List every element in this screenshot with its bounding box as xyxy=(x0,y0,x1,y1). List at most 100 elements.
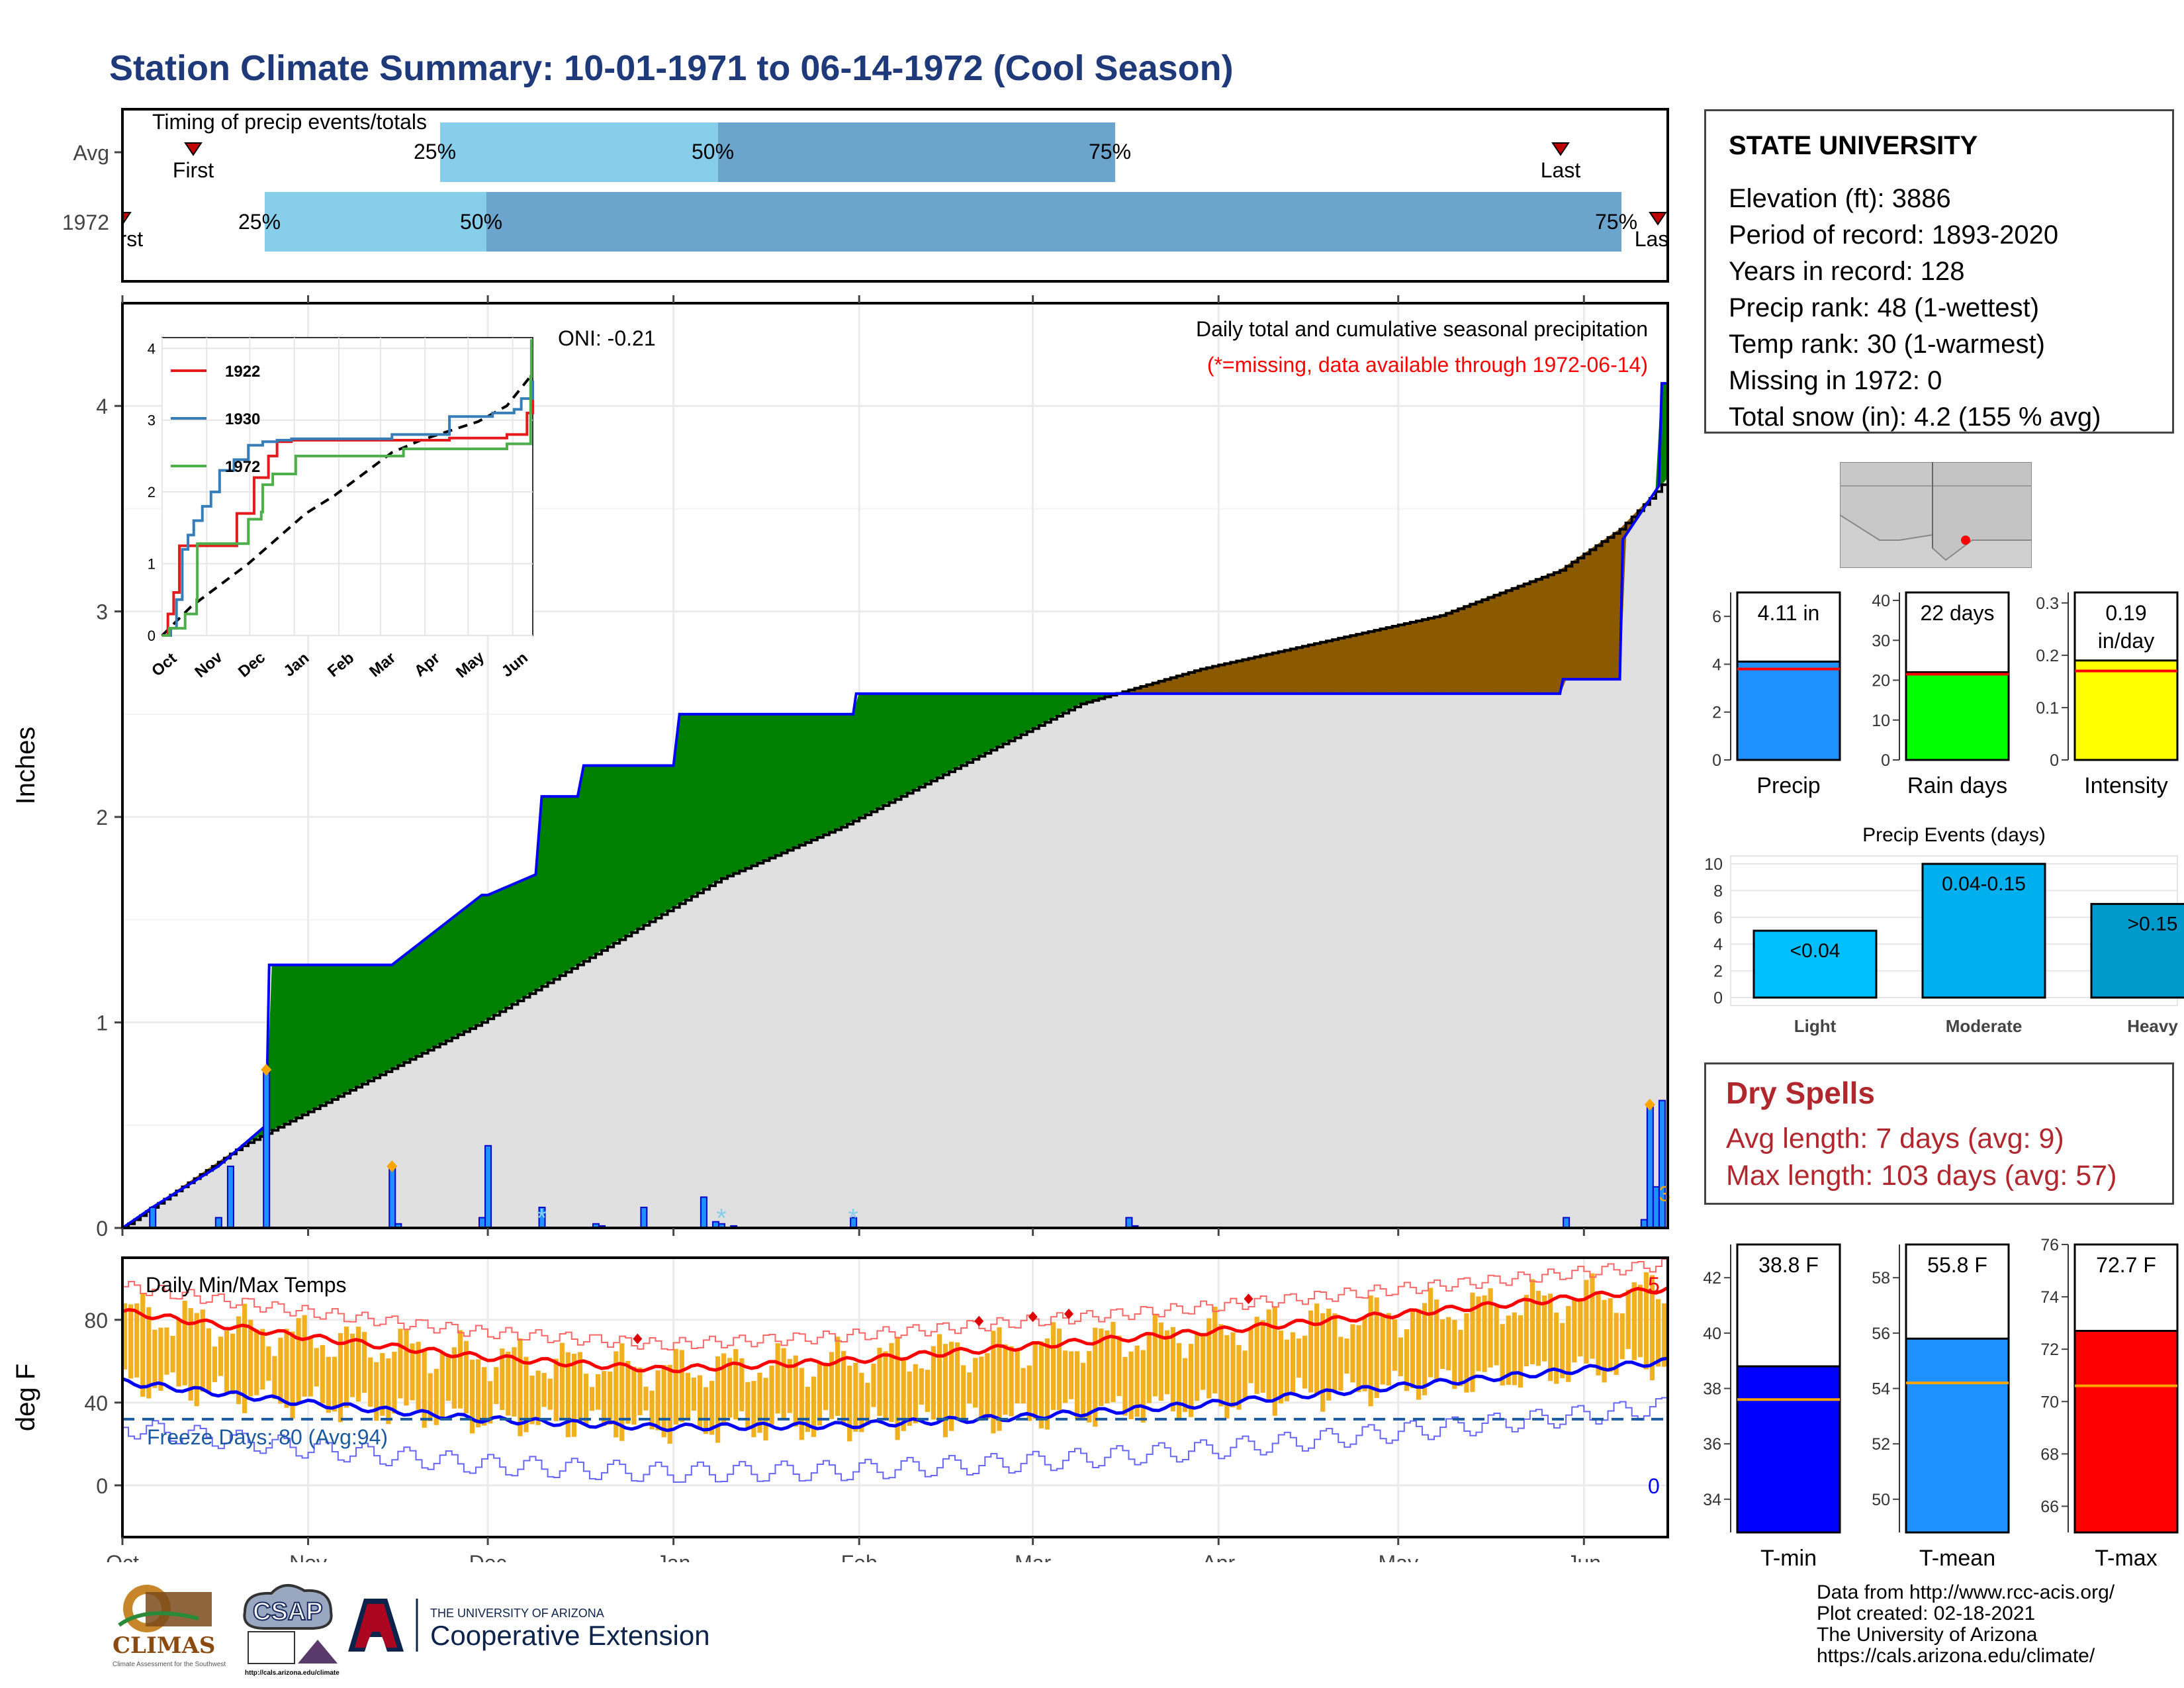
precip-anomaly-area xyxy=(996,693,1003,748)
temp-daily-bar xyxy=(1158,1322,1163,1401)
precip-anomaly-area xyxy=(499,886,506,1013)
precip-anomaly-area xyxy=(595,765,602,955)
small-y-tick-label: 56 xyxy=(1872,1325,1890,1343)
precip-anomaly-area xyxy=(925,693,932,785)
temp-daily-bar xyxy=(1608,1298,1613,1372)
precip-anomaly-area xyxy=(343,964,351,1094)
precip-anomaly-area xyxy=(379,964,387,1076)
temp-daily-bar xyxy=(1625,1289,1631,1349)
precip-anomaly-area xyxy=(774,714,782,857)
precip-title: Daily total and cumulative seasonal prec… xyxy=(1196,317,1648,341)
small-bar-category: Precip xyxy=(1756,773,1820,798)
precip-below-normal-area xyxy=(1428,616,1435,694)
temps-frame xyxy=(121,1256,1669,1538)
temp-daily-bar xyxy=(685,1372,690,1419)
inset-legend-label: 1922 xyxy=(225,363,260,381)
precip-below-normal-area xyxy=(1355,632,1363,694)
info-line: Temp rank: 30 (1-warmest) xyxy=(1729,330,2045,359)
precip-daily-bar xyxy=(484,1145,492,1229)
month-label: Apr xyxy=(1202,1551,1235,1562)
small-y-tick-label: 0.1 xyxy=(2036,699,2059,718)
temp-daily-bar xyxy=(1344,1338,1349,1374)
precip-y-axis-label: Inches xyxy=(11,727,40,805)
precip-daily-bar xyxy=(1563,1217,1570,1229)
precip-anomaly-area xyxy=(433,927,441,1048)
small-y-tick-label: 38 xyxy=(1703,1380,1721,1399)
temp-daily-bar xyxy=(1350,1324,1355,1383)
precip-anomaly-area xyxy=(385,964,392,1072)
precip-anomaly-area xyxy=(661,765,668,915)
precip-anomaly-area xyxy=(391,959,398,1070)
precip-anomaly-area xyxy=(361,964,369,1085)
credit-line: The University of Arizona xyxy=(1817,1624,2038,1646)
precip-frame xyxy=(121,302,1669,1229)
precip-below-normal-area xyxy=(1224,661,1231,694)
precip-anomaly-area xyxy=(919,693,926,788)
small-y-tick-label: 4 xyxy=(1712,655,1721,674)
precip-anomaly-area xyxy=(625,765,632,937)
dry-spells-box: Dry Spells Avg length: 7 days (avg: 9) M… xyxy=(1704,1062,2174,1205)
temp-daily-bar xyxy=(343,1327,349,1408)
temp-daily-bar xyxy=(1201,1334,1206,1390)
temp-daily-bar xyxy=(1122,1356,1128,1416)
inset-legend-label: 1972 xyxy=(225,458,260,476)
temp-daily-bar xyxy=(733,1348,739,1420)
temp-daily-bar xyxy=(1032,1344,1038,1419)
timing-first-marker xyxy=(184,142,203,156)
precip-anomaly-area xyxy=(547,796,555,984)
precip-daily-bar xyxy=(478,1217,486,1229)
temp-daily-bar xyxy=(727,1358,733,1418)
temp-daily-bar xyxy=(296,1318,301,1403)
temp-daily-bar xyxy=(1062,1350,1068,1403)
temp-daily-bar xyxy=(1087,1350,1092,1423)
precip-anomaly-area xyxy=(895,693,902,800)
precip-below-normal-area xyxy=(1553,569,1561,694)
temp-daily-bar xyxy=(1290,1332,1296,1395)
precip-y-tick-label: 0 xyxy=(96,1217,108,1241)
temp-daily-bar xyxy=(715,1356,721,1443)
temp-daily-bar xyxy=(1428,1288,1433,1378)
precip-below-normal-area xyxy=(1559,565,1567,694)
precip-below-normal-area xyxy=(1260,653,1267,694)
normal-max-line xyxy=(122,1286,1669,1374)
precip-anomaly-area xyxy=(745,714,752,869)
info-line: Missing in 1972: 0 xyxy=(1729,366,1942,395)
temp-daily-bar xyxy=(602,1371,607,1426)
precip-anomaly-area xyxy=(415,941,423,1057)
small-bar-value: 55.8 F xyxy=(1927,1253,1987,1277)
arizona-logo: THE UNIVERSITY OF ARIZONA Cooperative Ex… xyxy=(348,1599,710,1652)
temp-daily-bar xyxy=(1003,1344,1008,1415)
precip-observed-line xyxy=(121,382,1668,1229)
temp-daily-bar xyxy=(445,1355,451,1401)
temp-daily-bar xyxy=(428,1373,433,1421)
inset-series-line xyxy=(162,381,534,637)
temp-daily-bar xyxy=(122,1303,128,1370)
precip-anomaly-area xyxy=(931,693,938,782)
temp-daily-bar xyxy=(1356,1325,1361,1392)
small-y-tick-label: 54 xyxy=(1872,1380,1890,1399)
events-bar-label: 0.04-0.15 xyxy=(1942,873,2026,895)
temp-daily-bar xyxy=(913,1364,918,1424)
temp-daily-bar xyxy=(1452,1319,1457,1389)
temp-daily-bar xyxy=(512,1347,517,1417)
precip-anomaly-area xyxy=(739,714,746,872)
temp-daily-bar xyxy=(506,1351,511,1416)
temp-daily-bar xyxy=(1524,1295,1529,1367)
small-y-tick-label: 74 xyxy=(2040,1288,2059,1307)
temp-daily-bar xyxy=(314,1348,319,1387)
small-bar xyxy=(1736,1365,1841,1534)
temp-daily-bar xyxy=(170,1335,175,1373)
precip-below-normal-area xyxy=(1392,624,1399,694)
temp-daily-bar xyxy=(853,1362,858,1432)
temp-daily-bar xyxy=(1619,1313,1625,1360)
temp-daily-bar xyxy=(805,1386,810,1432)
temp-daily-bar xyxy=(386,1358,391,1425)
climas-text: CLIMAS xyxy=(113,1632,215,1659)
temp-daily-bar xyxy=(1661,1303,1667,1367)
precip-below-normal-area xyxy=(1565,561,1572,680)
inset-normal-line xyxy=(161,372,534,637)
temp-daily-bar xyxy=(973,1358,978,1408)
temp-daily-bar xyxy=(1362,1317,1367,1391)
temp-daily-bar xyxy=(1176,1342,1182,1420)
timing-p75-label: 75% xyxy=(1089,140,1131,164)
